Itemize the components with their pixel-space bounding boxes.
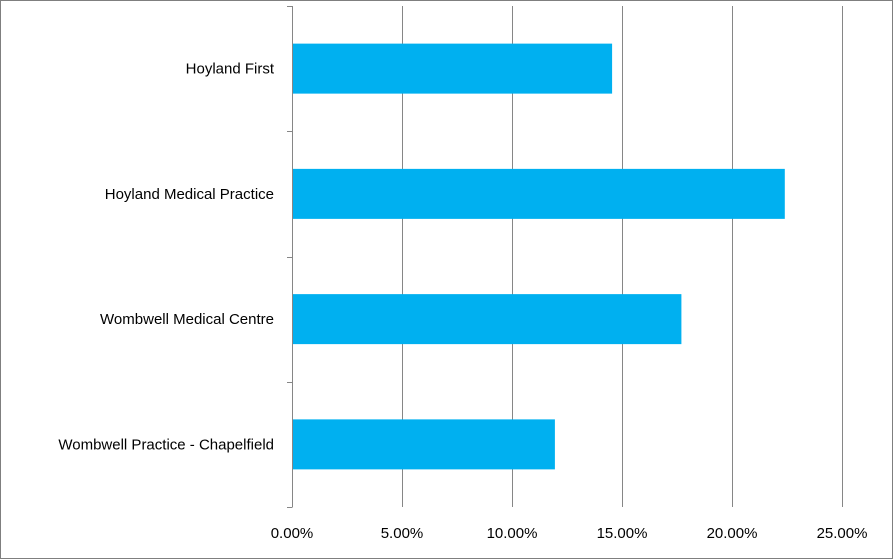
category-label: Wombwell Practice - Chapelfield	[58, 436, 274, 453]
bar	[293, 294, 682, 345]
bar	[293, 168, 785, 219]
x-tick-label: 20.00%	[707, 525, 758, 542]
category-label: Wombwell Medical Centre	[100, 311, 274, 328]
axes	[287, 6, 293, 508]
x-tick-label: 0.00%	[271, 525, 314, 542]
x-tick-label: 10.00%	[487, 525, 538, 542]
x-tick-label: 25.00%	[817, 525, 868, 542]
category-label: Hoyland First	[186, 61, 275, 78]
bar	[293, 419, 555, 470]
bar	[293, 43, 613, 94]
x-tick-labels: 0.00% 5.00% 10.00% 15.00% 20.00% 25.00%	[271, 525, 868, 542]
bars	[293, 43, 785, 470]
category-label: Hoyland Medical Practice	[105, 186, 274, 203]
x-tick-label: 5.00%	[381, 525, 424, 542]
category-labels: Hoyland First Hoyland Medical Practice Wom…	[58, 61, 274, 454]
x-tick-label: 15.00%	[597, 525, 648, 542]
